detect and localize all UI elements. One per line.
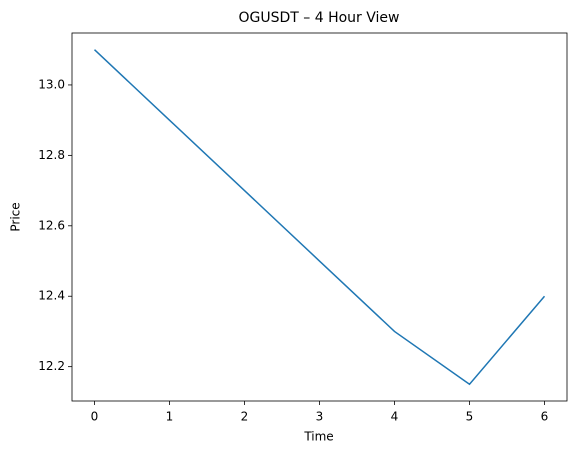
x-tick-label: 0 [91, 410, 99, 424]
line-series [93, 49, 546, 386]
y-tick-label: 13.0 [38, 77, 65, 91]
x-tick-label: 2 [241, 410, 249, 424]
x-tick-label: 4 [391, 410, 399, 424]
x-tick-label: 3 [316, 410, 324, 424]
y-tick-label: 12.4 [38, 289, 65, 303]
y-tick-label: 12.6 [38, 218, 65, 232]
y-tick-label: 12.2 [38, 359, 65, 373]
x-tick-label: 1 [166, 410, 174, 424]
plot-frame [71, 32, 568, 402]
chart-title: OGUSDT – 4 Hour View [239, 10, 400, 26]
y-tick-label: 12.8 [38, 148, 65, 162]
x-tick-label: 5 [466, 410, 474, 424]
x-axis-label: Time [303, 430, 333, 444]
y-axis-label: Price [9, 202, 23, 231]
x-tick-label: 6 [541, 410, 549, 424]
